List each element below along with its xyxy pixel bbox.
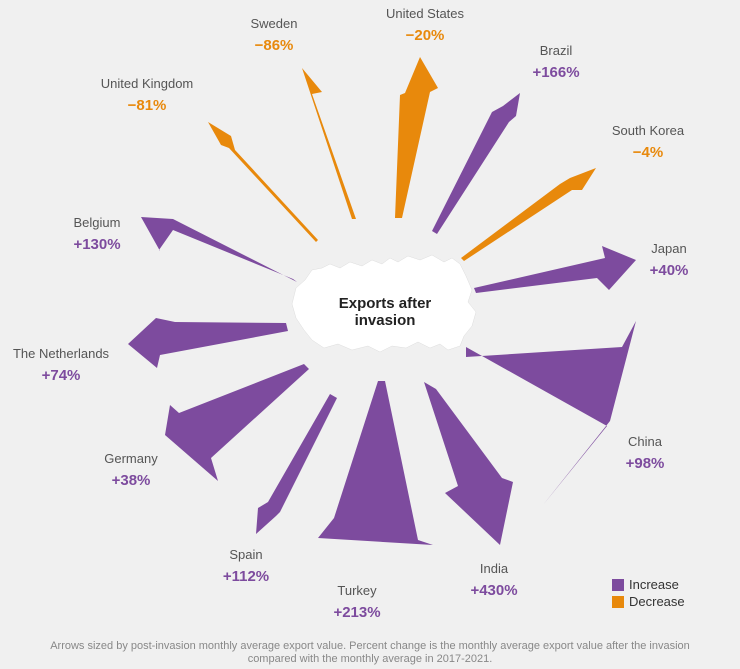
change-label-india: +430% [470,582,517,599]
country-labels-layer: Sweden −86% United States −20% Brazil +166% So… [13,6,688,621]
change-label-united-kingdom: −81% [128,97,167,114]
russia-map [291,254,477,353]
arrow-united-kingdom [208,122,318,242]
legend-decrease-label: Decrease [629,594,685,609]
legend: Increase Decrease [612,576,685,610]
change-label-the-netherlands: +74% [42,367,81,384]
country-label-brazil: Brazil [540,43,573,58]
change-label-united-states: −20% [406,27,445,44]
change-label-china: +98% [626,455,665,472]
change-label-turkey: +213% [333,604,380,621]
footnote: Arrows sized by post-invasion monthly av… [50,640,690,665]
center-label-line-2: invasion [355,312,416,329]
change-label-spain: +112% [223,568,269,585]
country-label-south-korea: South Korea [612,123,685,138]
change-label-germany: +38% [112,472,151,489]
change-label-japan: +40% [650,262,689,279]
country-label-india: India [480,561,509,576]
arrow-germany [165,364,309,481]
change-label-sweden: −86% [255,37,294,54]
country-label-germany: Germany [104,451,158,466]
country-label-the-netherlands: The Netherlands [13,346,110,361]
arrow-belgium [141,217,297,282]
country-label-spain: Spain [229,547,262,562]
change-label-belgium: +130% [73,236,120,253]
country-label-china: China [628,434,663,449]
country-label-united-kingdom: United Kingdom [101,76,194,91]
arrow-united-states [395,57,438,218]
change-label-south-korea: −4% [633,144,663,161]
arrow-brazil [432,93,520,234]
country-label-japan: Japan [651,241,686,256]
arrow-japan [474,246,636,293]
country-label-turkey: Turkey [337,583,377,598]
decrease-swatch [612,595,624,608]
legend-increase: Increase [612,576,685,593]
arrow-the-netherlands [128,318,288,368]
legend-increase-label: Increase [629,577,679,592]
arrows-layer [128,57,636,545]
arrow-spain [256,394,337,534]
country-label-sweden: Sweden [251,16,298,31]
arrow-south-korea [461,168,596,261]
arrow-turkey [318,381,433,545]
country-label-united-states: United States [386,6,465,21]
change-label-brazil: +166% [532,64,579,81]
arrow-sweden [302,68,356,219]
increase-swatch [612,578,624,591]
arrow-india [424,382,513,545]
legend-decrease: Decrease [612,593,685,610]
country-label-belgium: Belgium [74,215,121,230]
center-label-line-1: Exports after [339,295,432,312]
arrow-china [466,321,636,505]
